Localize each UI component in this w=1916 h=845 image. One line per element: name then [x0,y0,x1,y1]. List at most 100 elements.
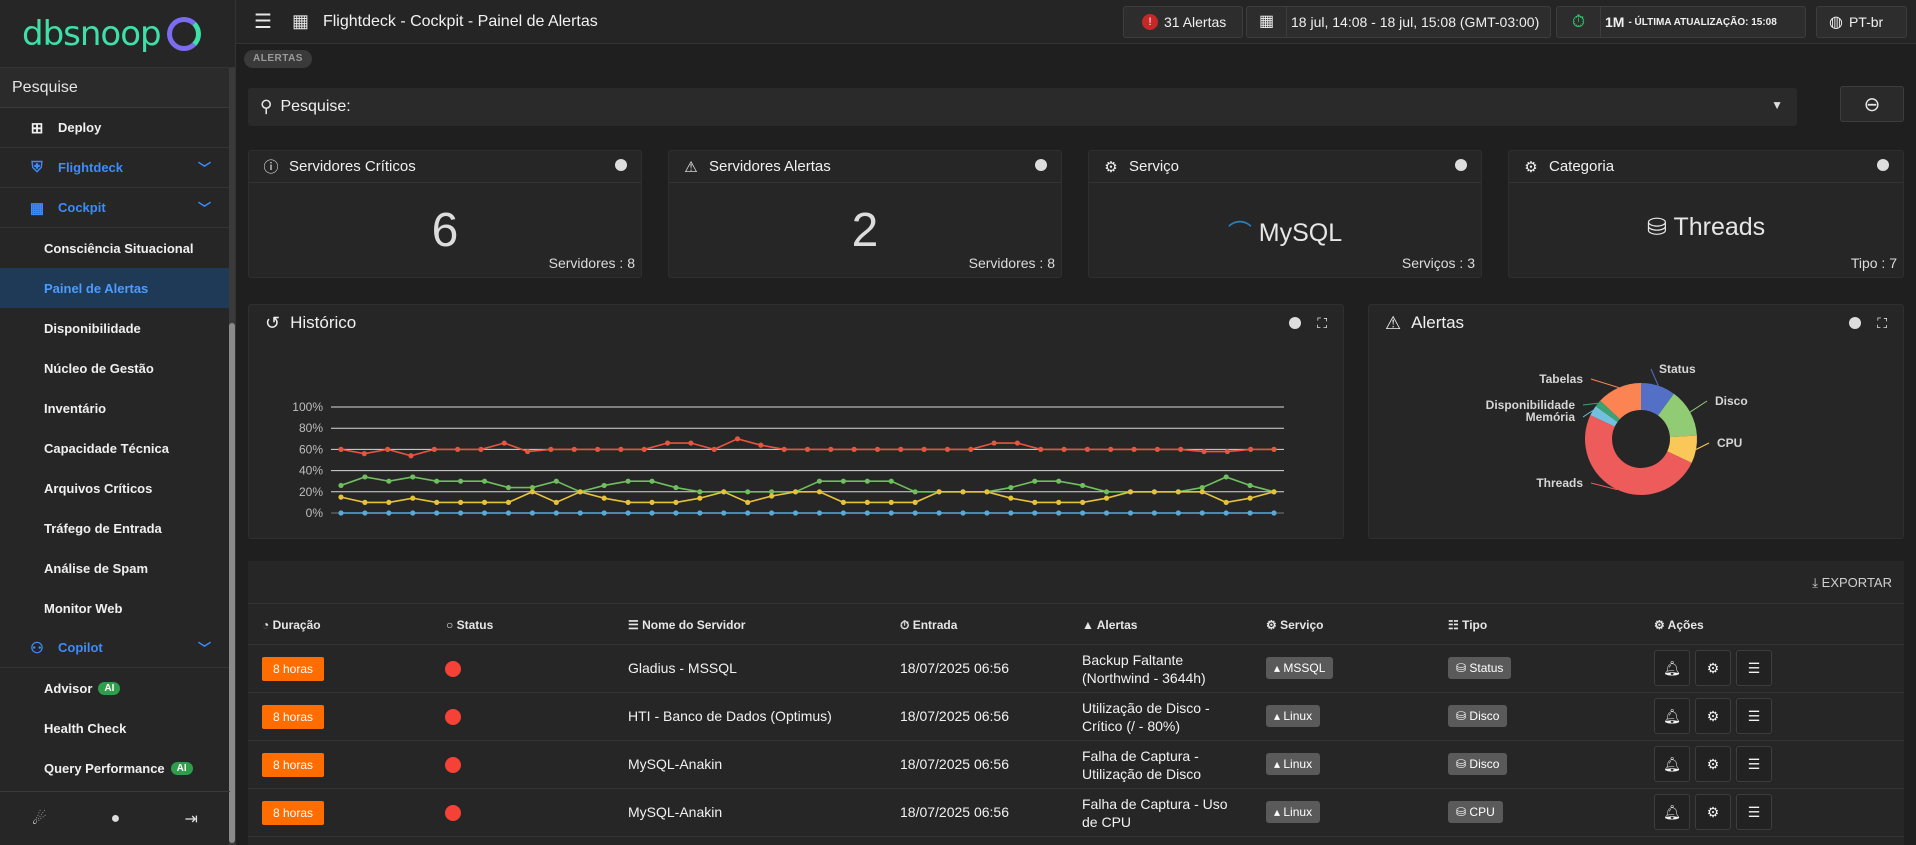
export-button[interactable]: ⤓ EXPORTAR [1812,575,1892,591]
data-point[interactable] [455,446,461,452]
data-point[interactable] [769,489,775,495]
data-point[interactable] [481,478,488,484]
data-point[interactable] [338,446,344,452]
sidebar-item-deploy[interactable]: ⊞ Deploy [0,108,229,148]
data-point[interactable] [601,495,607,501]
data-point[interactable] [1175,510,1181,516]
slice-disco[interactable] [1658,393,1697,438]
info-icon[interactable] [1289,317,1302,329]
col-alertas[interactable]: ▲ Alertas [1082,618,1138,632]
data-point[interactable] [864,478,870,484]
sidebar-item-arquivos-criticos[interactable]: Arquivos Críticos [0,468,229,508]
data-point[interactable] [458,478,464,484]
slice-disponibilidade[interactable] [1595,400,1620,422]
data-point[interactable] [1008,484,1014,491]
data-point[interactable] [1032,510,1038,516]
data-point[interactable] [697,489,703,495]
data-point[interactable] [864,510,870,516]
info-icon[interactable] [1455,159,1467,171]
data-point[interactable] [673,499,679,505]
sidebar-item-inventario[interactable]: Inventário [0,388,229,428]
data-point[interactable] [936,510,942,516]
server-details-icon[interactable]: ☰ [1736,698,1772,734]
bell-settings-icon[interactable]: ⚙ [1695,698,1731,734]
data-point[interactable] [1008,495,1014,501]
data-point[interactable] [601,510,607,516]
data-point[interactable] [840,478,846,484]
language-button[interactable]: ◍ PT-br [1816,6,1907,38]
data-point[interactable] [338,494,344,500]
breadcrumb-chip[interactable]: ALERTAS [244,50,312,68]
data-point[interactable] [721,489,727,495]
data-point[interactable] [481,499,488,505]
data-point[interactable] [734,436,741,442]
data-point[interactable] [386,478,392,484]
data-point[interactable] [410,510,416,516]
data-point[interactable] [408,453,414,459]
data-point[interactable] [577,489,583,495]
sidebar-item-cockpit[interactable]: ▦ Cockpit ﹀ [0,188,229,228]
data-point[interactable] [984,510,990,516]
data-point[interactable] [1271,446,1277,452]
data-point[interactable] [434,478,440,484]
server-details-icon[interactable]: ☰ [1736,650,1772,686]
data-point[interactable] [1223,510,1229,516]
data-point[interactable] [501,440,507,446]
sidebar-item-nucleo-de-gestao[interactable]: Núcleo de Gestão [0,348,229,388]
col-servico[interactable]: ⚙ Serviço [1266,618,1324,632]
user-icon[interactable]: ● [110,809,121,827]
data-point[interactable] [1080,510,1086,516]
data-point[interactable] [1247,495,1253,501]
data-point[interactable] [828,446,834,452]
data-point[interactable] [618,446,624,452]
table-row[interactable]: 8 horas MySQL-Anakin 18/07/2025 06:56 Falha… [248,741,1904,789]
data-point[interactable] [673,510,679,516]
search-select[interactable]: ⚲ Pesquise: ▼ [248,88,1797,126]
data-point[interactable] [529,510,535,516]
data-point[interactable] [792,510,799,516]
data-point[interactable] [1248,446,1254,452]
server-name[interactable]: HTI - Banco de Dados (Optimus) [628,708,832,724]
data-point[interactable] [1201,448,1207,455]
data-point[interactable] [1199,510,1205,516]
data-point[interactable] [649,510,655,516]
table-row[interactable]: 8 horas HTI - Banco de Dados (Optimus) 18/… [248,693,1904,741]
data-point[interactable] [1271,489,1277,495]
table-row[interactable]: 8 horas Gladius - MSSQL 18/07/2025 06:56 Ba… [248,645,1904,693]
data-point[interactable] [898,446,904,452]
data-point[interactable] [1032,478,1038,484]
data-point[interactable] [816,489,823,495]
data-point[interactable] [1032,499,1038,505]
info-icon[interactable] [615,159,627,171]
data-point[interactable] [1103,495,1110,501]
data-point[interactable] [991,440,997,446]
data-point[interactable] [434,499,440,505]
data-point[interactable] [1056,478,1062,484]
data-point[interactable] [804,446,811,452]
data-point[interactable] [758,442,764,448]
data-point[interactable] [1271,510,1277,516]
table-row[interactable]: 8 horas MySQL-Anakin 18/07/2025 06:56 Falha… [248,789,1904,837]
data-point[interactable] [410,474,416,480]
data-point[interactable] [968,446,974,452]
data-point[interactable] [960,510,966,516]
data-point[interactable] [888,510,894,516]
data-point[interactable] [960,489,966,495]
data-point[interactable] [338,510,344,516]
collapse-filter-button[interactable]: ⊖ [1840,86,1904,122]
data-point[interactable] [840,499,846,505]
data-point[interactable] [1199,489,1205,495]
data-point[interactable] [769,493,775,499]
bell-settings-icon[interactable]: ⚙ [1695,650,1731,686]
data-point[interactable] [505,484,512,491]
data-point[interactable] [711,446,717,452]
info-icon[interactable] [1849,317,1862,329]
acknowledge-bell-icon[interactable]: 🔔︎ [1654,746,1690,782]
data-point[interactable] [505,510,512,516]
slice-cpu[interactable] [1667,435,1697,463]
data-point[interactable] [385,446,391,452]
sidebar-search[interactable]: Pesquise [0,68,235,108]
data-point[interactable] [361,451,367,457]
bell-settings-icon[interactable]: ⚙ [1695,746,1731,782]
data-point[interactable] [505,499,512,505]
